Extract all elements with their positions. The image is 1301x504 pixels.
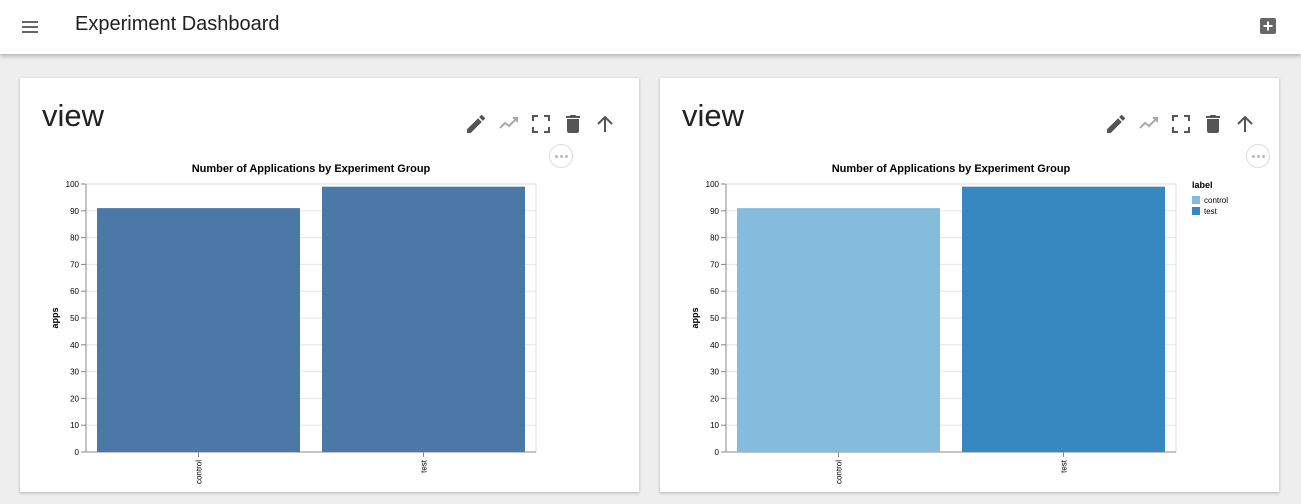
fullscreen-icon[interactable] <box>1169 112 1193 136</box>
y-tick-label: 0 <box>75 448 80 457</box>
y-tick-label: 70 <box>70 260 79 269</box>
bar-control[interactable] <box>97 208 300 452</box>
chart-title: Number of Applications by Experiment Gro… <box>832 163 1071 175</box>
y-tick-label: 100 <box>706 180 720 189</box>
chart-card: view Number of Applications by Experimen… <box>20 78 639 492</box>
add-box-icon[interactable] <box>1260 18 1276 34</box>
legend-swatch <box>1192 196 1200 204</box>
menu-icon[interactable] <box>20 17 40 37</box>
y-tick-label: 50 <box>710 314 719 323</box>
legend-title: label <box>1192 180 1213 190</box>
y-tick-label: 40 <box>70 341 79 350</box>
arrow-up-icon[interactable] <box>1233 112 1257 136</box>
y-tick-label: 80 <box>70 234 79 243</box>
x-tick-label: control <box>195 460 204 484</box>
bar-chart: Number of Applications by Experiment Gro… <box>50 163 537 484</box>
bar-test[interactable] <box>962 186 1165 452</box>
bar-chart: Number of Applications by Experiment Gro… <box>690 163 1228 484</box>
bar-control[interactable] <box>737 208 940 452</box>
chart-title: Number of Applications by Experiment Gro… <box>192 163 431 175</box>
y-tick-label: 90 <box>710 207 719 216</box>
chart-card: view Number of Applications by Experimen… <box>660 78 1279 492</box>
y-tick-label: 70 <box>710 260 719 269</box>
app-bar: Experiment Dashboard <box>0 0 1301 54</box>
y-tick-label: 90 <box>70 207 79 216</box>
y-tick-label: 50 <box>70 314 79 323</box>
bar-test[interactable] <box>322 186 525 452</box>
y-tick-label: 20 <box>70 394 79 403</box>
y-axis-title: apps <box>50 307 60 328</box>
y-tick-label: 60 <box>70 287 79 296</box>
y-axis-title: apps <box>690 307 700 328</box>
pencil-icon[interactable] <box>1104 112 1128 136</box>
y-tick-label: 0 <box>715 448 720 457</box>
y-tick-label: 100 <box>66 180 80 189</box>
y-tick-label: 10 <box>710 421 719 430</box>
legend-swatch <box>1192 207 1200 215</box>
legend-label: test <box>1204 207 1218 216</box>
more-horizontal-icon[interactable] <box>1246 144 1270 168</box>
trending-icon[interactable] <box>1137 112 1161 136</box>
fullscreen-icon[interactable] <box>529 112 553 136</box>
x-tick-label: test <box>1060 459 1069 473</box>
card-title: view <box>682 98 745 133</box>
arrow-up-icon[interactable] <box>593 112 617 136</box>
more-horizontal-icon[interactable] <box>549 144 573 168</box>
y-tick-label: 40 <box>710 341 719 350</box>
trending-icon[interactable] <box>497 112 521 136</box>
y-tick-label: 10 <box>70 421 79 430</box>
trash-icon[interactable] <box>561 112 585 136</box>
x-tick-label: test <box>420 459 429 473</box>
trash-icon[interactable] <box>1201 112 1225 136</box>
y-tick-label: 20 <box>710 394 719 403</box>
x-tick-label: control <box>835 460 844 484</box>
y-tick-label: 30 <box>710 368 719 377</box>
legend-label: control <box>1204 196 1228 205</box>
pencil-icon[interactable] <box>464 112 488 136</box>
y-tick-label: 60 <box>710 287 719 296</box>
y-tick-label: 80 <box>710 234 719 243</box>
page-title: Experiment Dashboard <box>75 13 280 35</box>
y-tick-label: 30 <box>70 368 79 377</box>
card-title: view <box>42 98 105 133</box>
